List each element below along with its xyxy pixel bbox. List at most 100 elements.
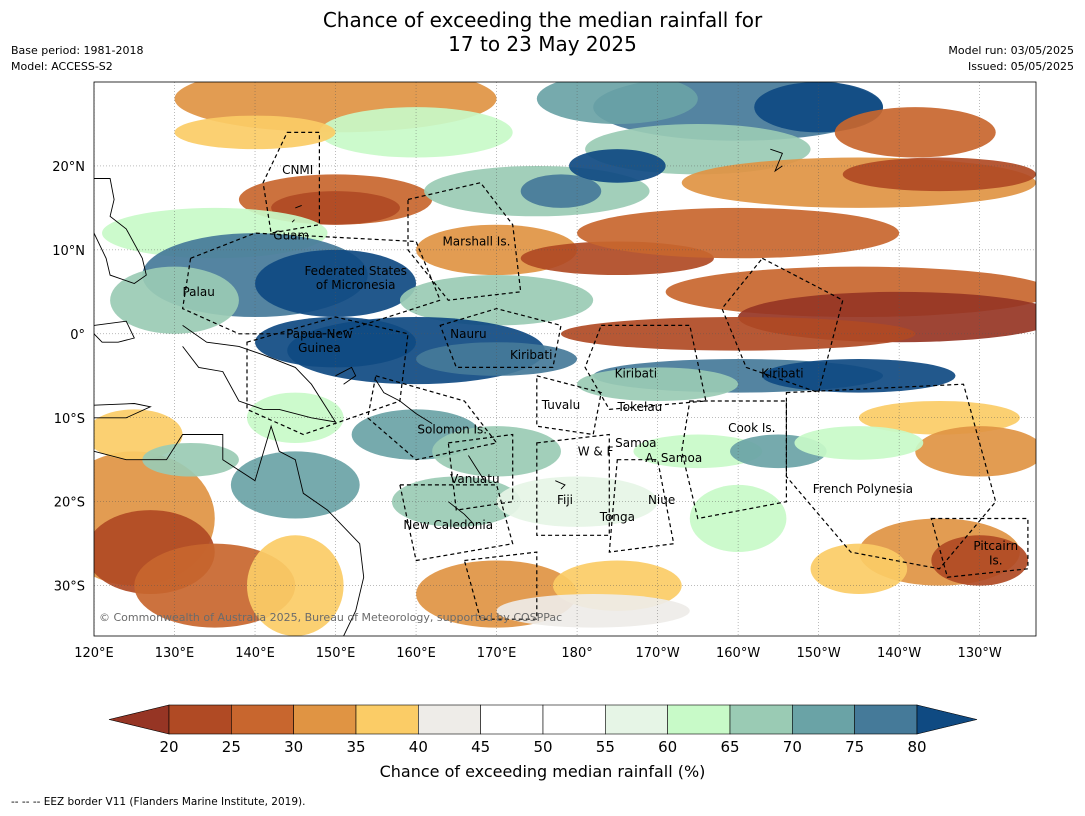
eez-border [447,433,514,511]
coastline [182,325,337,423]
region-label: Vanuatu [450,472,500,486]
coastline [555,480,566,490]
region-label: Kiribati [615,366,657,380]
colorbar-extend-low [108,704,170,735]
colorbar-tick-label: 30 [284,738,303,756]
lon-tick-label: 130°W [958,646,1002,661]
region-label: Federated States [304,264,406,278]
lat-tick-label: 20°N [52,160,85,175]
coastline [94,403,152,419]
region-label: Marshall Is. [442,234,510,248]
colorbar-tick-label: 80 [907,738,926,756]
region-label: Samoa [615,436,656,450]
colorbar-tick-label: 60 [658,738,677,756]
lat-tick-label: 10°N [52,244,85,259]
field-patch [931,535,1028,586]
coastline [375,379,433,424]
colorbar-bin [667,704,731,735]
coastline [94,424,365,636]
coastlines [94,148,783,636]
lon-tick-label: 160°W [716,646,760,661]
lon-tick-label: 140°W [877,646,921,661]
lon-tick-label: 150°W [797,646,841,661]
colorbar-tick-label: 45 [471,738,490,756]
field-patch [230,451,360,519]
model-run: Model run: 03/05/2025 [948,44,1074,57]
colorbar-bin [729,704,793,735]
field-patch [255,317,417,368]
coastline [770,148,783,173]
field-patch [496,594,690,628]
field-patch [560,317,916,351]
region-label: Solomon Is. [417,423,487,437]
title-line-1: Chance of exceeding the median rainfall … [322,8,763,32]
region-label: French Polynesia [813,482,913,496]
colorbar-extend-high [916,704,978,735]
region-label: Pitcairn [973,539,1018,553]
eez-border [785,383,997,570]
coastline [94,320,135,343]
eez-border [681,400,787,520]
colorbar-tick-label: 75 [845,738,864,756]
field-patch [319,107,513,158]
coastline [335,366,357,385]
region-label: Fiji [557,493,573,507]
lon-tick-label: 150°E [316,646,356,661]
eez-border [536,375,602,436]
field-patch [794,426,924,460]
lat-tick-label: 10°S [54,412,85,427]
field-patch [762,359,956,393]
field-patch [633,434,763,469]
region-label: of Micronesia [316,278,396,292]
eez-borders [181,131,1029,620]
region-label: W & F [578,444,614,458]
colorbar-tick-label: 50 [533,738,552,756]
coastline [448,501,473,524]
longitude-ticks: 120°E 130°E 140°E 150°E 160°E 170°E 180° 170°W 1… [74,646,1002,661]
colorbar-tick-label: 65 [720,738,739,756]
map-field: © Commonwealth of Australia 2025, Bureau… [94,82,1036,636]
field-patch [110,266,239,334]
colorbar-ticks: 20 25 30 35 40 45 50 55 60 65 70 75 80 [159,738,926,756]
eez-border [407,182,522,301]
field-patch [577,367,739,401]
colorbar-tick-label: 25 [222,738,241,756]
eez-border [399,484,514,562]
region-label: CNMI [282,163,313,177]
region-label: Niue [648,493,675,507]
field-patch [174,115,336,150]
field-patch [391,476,521,527]
region-label: Guinea [298,341,341,355]
field-patch [142,442,239,477]
colorbar-bins [108,704,978,735]
colorbar-tick-label: 20 [159,738,178,756]
field-patch [271,191,400,225]
map-title: Chance of exceeding the median rainfall … [0,8,1085,56]
issued-date: Issued: 05/05/2025 [967,60,1074,73]
region-label: Palau [182,285,214,299]
lon-tick-label: 170°W [636,646,680,661]
region-label: Nauru [450,327,486,341]
eez-note: -- -- -- EEZ border V11 (Flanders Marine… [11,796,306,808]
region-label: Kiribati [761,366,803,380]
eez-border [584,324,707,411]
lat-tick-label: 20°S [54,496,85,511]
region-label: Tuvalu [541,398,581,412]
colorbar-tick-label: 40 [409,738,428,756]
coastline [291,219,295,223]
field-patch [842,157,1036,192]
field-patch [834,107,996,158]
colorbar-bin [231,704,294,735]
colorbar-bin [542,704,606,735]
lon-tick-label: 140°E [235,646,275,661]
colorbar-tick-label: 55 [596,738,615,756]
eez-border [262,131,320,234]
coastline [94,178,147,285]
meta-left: Base period: 1981-2018 Model: ACCESS-S2 [11,43,143,75]
region-label: Cook Is. [728,421,775,435]
lon-tick-label: 120°E [74,646,114,661]
region-label: Guam [273,229,309,243]
eez-border [721,257,844,394]
colorbar-bin [168,704,232,735]
